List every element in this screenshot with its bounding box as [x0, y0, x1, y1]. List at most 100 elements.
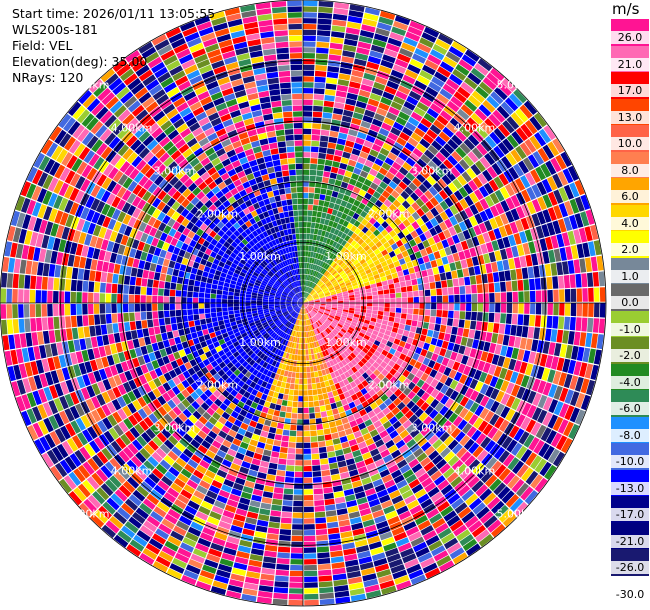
velocity-bin	[303, 146, 311, 152]
velocity-bin	[228, 310, 234, 315]
velocity-bin	[580, 211, 590, 227]
velocity-bin	[497, 238, 505, 250]
velocity-bin	[294, 384, 299, 390]
velocity-bin	[314, 371, 319, 378]
velocity-bin	[357, 344, 364, 351]
velocity-bin	[364, 344, 371, 351]
velocity-bin	[76, 315, 83, 327]
velocity-bin	[364, 237, 372, 245]
velocity-bin	[420, 372, 429, 382]
velocity-bin	[339, 330, 345, 336]
velocity-bin	[482, 283, 489, 293]
velocity-bin	[307, 216, 312, 222]
velocity-bin	[289, 576, 303, 583]
velocity-bin	[313, 246, 318, 253]
velocity-bin	[318, 281, 324, 287]
velocity-bin	[262, 562, 276, 569]
velocity-bin	[280, 523, 292, 530]
velocity-bin	[251, 305, 257, 309]
velocity-bin	[550, 329, 558, 342]
velocity-bin	[360, 84, 373, 93]
velocity-bin	[459, 407, 469, 419]
velocity-bin	[400, 106, 413, 116]
velocity-bin	[169, 296, 175, 303]
velocity-bin	[444, 246, 452, 256]
velocity-bin	[341, 288, 348, 293]
velocity-bin	[158, 288, 164, 296]
velocity-bin	[427, 329, 434, 337]
velocity-bin	[307, 269, 310, 275]
velocity-bin	[417, 122, 429, 133]
velocity-bin	[501, 436, 513, 450]
velocity-bin	[405, 172, 416, 182]
velocity-bin	[364, 159, 374, 168]
velocity-bin	[567, 165, 579, 181]
velocity-bin	[470, 320, 477, 330]
velocity-bin	[497, 142, 510, 155]
velocity-bin	[14, 334, 21, 349]
velocity-bin	[395, 156, 405, 166]
velocity-bin	[303, 99, 313, 106]
velocity-bin	[303, 82, 314, 88]
velocity-bin	[539, 461, 552, 477]
velocity-bin	[363, 334, 370, 341]
velocity-bin	[377, 310, 384, 316]
velocity-bin	[303, 303, 308, 307]
velocity-bin	[303, 93, 314, 100]
velocity-bin	[325, 294, 331, 297]
velocity-bin	[498, 323, 506, 334]
velocity-bin	[321, 387, 327, 394]
velocity-bin	[576, 243, 585, 259]
velocity-bin	[64, 304, 71, 316]
velocity-bin	[452, 361, 461, 371]
velocity-bin	[286, 406, 292, 413]
velocity-bin	[175, 303, 181, 310]
velocity-bin	[389, 288, 396, 294]
velocity-bin	[306, 286, 309, 292]
velocity-bin	[216, 289, 223, 295]
velocity-bin	[437, 66, 451, 78]
velocity-bin	[223, 315, 229, 320]
velocity-bin	[510, 149, 522, 163]
velocity-bin	[407, 297, 414, 303]
velocity-bin	[373, 259, 381, 266]
velocity-bin	[320, 218, 326, 225]
velocity-bin	[426, 268, 434, 276]
velocity-bin	[497, 334, 504, 345]
velocity-bin	[315, 517, 327, 524]
velocity-bin	[303, 298, 307, 303]
velocity-bin	[303, 227, 307, 234]
velocity-bin	[552, 276, 559, 289]
velocity-bin	[307, 295, 312, 300]
velocity-bin	[451, 151, 463, 162]
velocity-bin	[346, 165, 355, 173]
velocity-bin	[348, 254, 355, 260]
velocity-bin	[393, 247, 401, 255]
velocity-bin	[204, 293, 211, 299]
velocity-bin	[376, 208, 385, 217]
velocity-bin	[404, 274, 411, 281]
velocity-bin	[296, 425, 303, 431]
velocity-bin	[406, 205, 416, 215]
velocity-bin	[410, 326, 417, 333]
velocity-bin	[305, 292, 308, 298]
velocity-bin	[547, 369, 556, 383]
velocity-bin	[394, 350, 402, 358]
velocity-bin	[490, 68, 505, 82]
velocity-bin	[281, 435, 289, 442]
velocity-bin	[394, 185, 404, 195]
velocity-bin	[462, 268, 470, 277]
velocity-bin	[279, 534, 291, 541]
velocity-bin	[427, 359, 436, 369]
velocity-bin	[405, 157, 416, 167]
velocity-bin	[308, 187, 315, 193]
velocity-bin	[373, 248, 381, 256]
velocity-bin	[334, 585, 349, 592]
velocity-bin	[169, 303, 175, 310]
velocity-bin	[358, 332, 365, 338]
velocity-bin	[6, 319, 14, 334]
velocity-bin	[464, 195, 474, 207]
velocity-bin	[323, 288, 329, 293]
velocity-bin	[500, 101, 514, 115]
velocity-bin	[354, 291, 360, 295]
